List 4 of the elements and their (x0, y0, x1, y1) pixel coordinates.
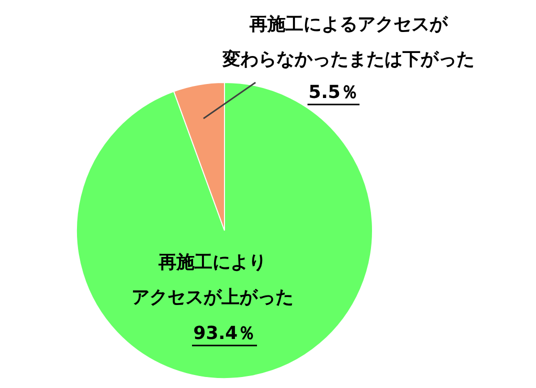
data-label: 5.5％ (308, 82, 358, 103)
slice-label: 再施工によりアクセスが上がった (132, 252, 294, 308)
slice-label: 再施工によるアクセスが変わらなかったまたは下がった (222, 14, 474, 70)
data-label: 93.4％ (193, 323, 256, 344)
